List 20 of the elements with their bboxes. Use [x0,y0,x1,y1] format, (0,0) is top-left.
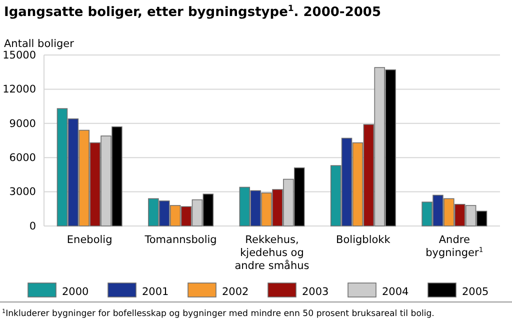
text: $^{1}$Inkluderer bygninger for bofellesskap og bygninger med mindre enn 50 prosent bruksareal til bolig. [2,308,434,319]
legend-label: 2002 [222,286,249,298]
chart-title: Igangsatte boliger, etter bygningstype$^{1}$. 2000-2005 [4,3,382,20]
y-tick-label: 3000 [9,186,36,198]
legend-label: 2003 [302,286,329,298]
legend-label: 2005 [462,286,489,298]
legend-label: 2004 [382,286,410,298]
y-tick-label: 15000 [2,49,36,62]
y-tick-label: 9000 [9,118,36,130]
y-tick-label: 0 [29,220,36,232]
legend-label: 2001 [142,286,169,298]
x-tick-label: Boligblokk [336,234,392,246]
x-tick-label: Andre bygninger$^{1}$ [426,234,484,259]
legend-label: 2000 [62,286,89,298]
y-tick-label: 6000 [9,152,36,164]
x-tick-label: Enebolig [66,234,112,246]
y-tick-label: 12000 [2,84,36,96]
x-tick-label: Rekkehus, kjedehus og andre småhus [234,234,310,272]
x-tick-label: Tomannsbolig [144,234,217,246]
y-axis-title: Antall boliger [4,38,75,50]
